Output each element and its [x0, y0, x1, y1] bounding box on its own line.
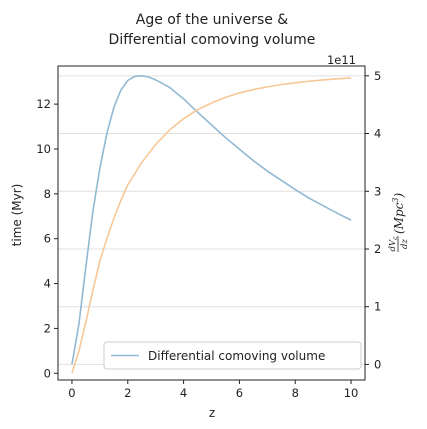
- plot-area-frame: [57, 65, 366, 381]
- right-y-tick-label: 1: [374, 300, 381, 314]
- legend: Differential comoving volume: [103, 341, 362, 370]
- left-y-axis-ticks: 0 2 4 6 8 10 12: [36, 97, 58, 380]
- left-y-tick-label: 10: [36, 142, 51, 156]
- series-line-1: [71, 77, 352, 374]
- chart-title-line2: Differential comoving volume: [109, 32, 316, 48]
- right-y-label-unit-close: ): [392, 193, 406, 199]
- x-tick-label: 0: [68, 386, 75, 400]
- right-y-label-num-main: dV: [388, 239, 398, 251]
- right-y-axis-ticks: 0 1 2 3 4 5: [365, 69, 381, 371]
- right-axis-offset-text: 1e11: [327, 53, 356, 67]
- legend-box: [103, 341, 362, 370]
- left-y-tick-label: 12: [36, 97, 51, 111]
- right-y-tick-label: 3: [374, 184, 381, 198]
- right-y-tick-label: 5: [374, 69, 381, 83]
- right-y-axis-label: dVc dz (Mpc3): [388, 193, 410, 252]
- left-y-tick-label: 0: [44, 366, 51, 380]
- right-y-label-unit: (Mpc3): [391, 193, 406, 234]
- x-axis-ticks: 0 2 4 6 8 10: [68, 380, 358, 400]
- x-tick-label: 2: [124, 386, 131, 400]
- right-y-tick-label: 0: [374, 357, 381, 371]
- left-y-axis-label: time (Myr): [10, 184, 24, 247]
- right-y-label-num-sub: c: [392, 236, 399, 240]
- left-y-tick-label: 4: [44, 277, 51, 291]
- x-axis-label: z: [209, 406, 215, 420]
- right-y-tick-label: 2: [374, 242, 381, 256]
- chart-title-line1: Age of the universe &: [136, 12, 289, 28]
- right-y-tick-label: 4: [374, 127, 381, 141]
- right-y-label-unit-sup: 3: [391, 198, 400, 203]
- x-tick-label: 4: [180, 386, 187, 400]
- legend-label-volume: Differential comoving volume: [148, 349, 325, 363]
- x-tick-label: 10: [344, 386, 359, 400]
- right-y-label-unit-main: (Mpc: [392, 202, 406, 234]
- x-tick-label: 6: [236, 386, 243, 400]
- left-y-tick-label: 8: [44, 187, 51, 201]
- left-y-tick-label: 2: [44, 321, 51, 335]
- right-y-label-numerator: dVc: [388, 236, 399, 252]
- series-line-0: [71, 75, 352, 365]
- x-tick-label: 8: [292, 386, 299, 400]
- series-lines: [71, 75, 352, 374]
- right-y-label-denominator: dz: [400, 239, 410, 249]
- left-y-tick-label: 6: [44, 232, 51, 246]
